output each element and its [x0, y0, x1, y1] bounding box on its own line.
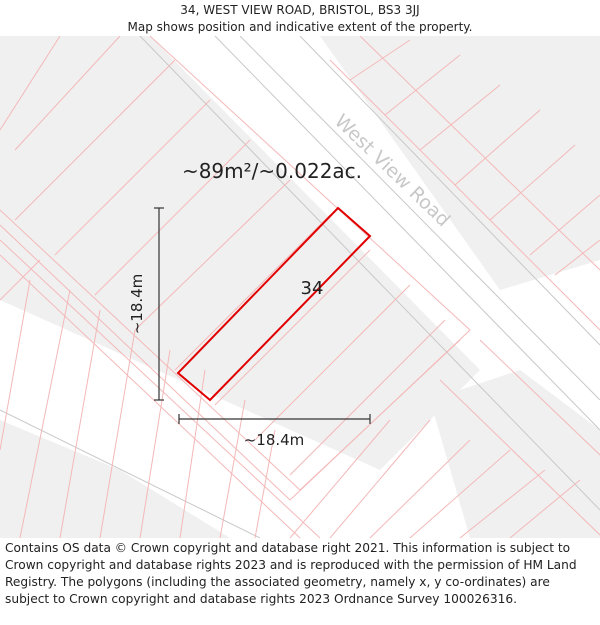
- horizontal-dimension-label: ~18.4m: [244, 431, 305, 449]
- vertical-dimension-label: ~18.4m: [128, 274, 146, 335]
- vertical-dimension-line: [154, 207, 164, 401]
- property-address-title: 34, WEST VIEW ROAD, BRISTOL, BS3 3JJ: [180, 3, 420, 17]
- map-subtitle: Map shows position and indicative extent…: [127, 20, 473, 34]
- building-footprints: [0, 36, 600, 538]
- parcel-boundaries: [0, 36, 600, 538]
- area-label: ~89m²/~0.022ac.: [182, 159, 362, 183]
- header: 34, WEST VIEW ROAD, BRISTOL, BS3 3JJ Map…: [0, 0, 600, 36]
- map-canvas: West View Road ~89m²/~0.022ac. 34 ~18.4m…: [0, 36, 600, 538]
- map-view[interactable]: West View Road ~89m²/~0.022ac. 34 ~18.4m…: [0, 36, 600, 538]
- horizontal-dimension-line: [178, 414, 371, 424]
- property-plot-outline[interactable]: [176, 206, 372, 402]
- road-edges: [0, 36, 600, 538]
- copyright-attribution: Contains OS data © Crown copyright and d…: [5, 541, 577, 606]
- plot-number: 34: [301, 278, 324, 299]
